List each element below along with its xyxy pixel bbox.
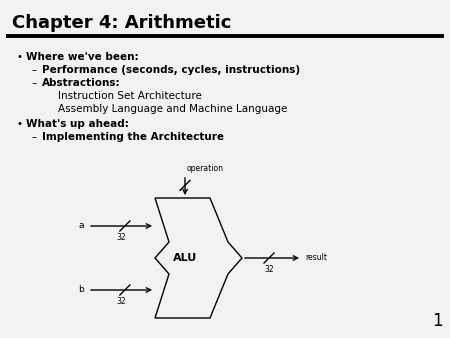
Text: b: b	[78, 286, 84, 294]
Text: •: •	[16, 52, 22, 62]
Text: 1: 1	[432, 312, 443, 330]
Text: Assembly Language and Machine Language: Assembly Language and Machine Language	[58, 104, 288, 114]
Text: –: –	[32, 78, 37, 88]
Text: Implementing the Architecture: Implementing the Architecture	[42, 132, 224, 142]
Text: Performance (seconds, cycles, instructions): Performance (seconds, cycles, instructio…	[42, 65, 300, 75]
Text: a: a	[78, 221, 84, 231]
Text: Where we've been:: Where we've been:	[26, 52, 139, 62]
Text: Abstractions:: Abstractions:	[42, 78, 121, 88]
Text: Instruction Set Architecture: Instruction Set Architecture	[58, 91, 202, 101]
Text: 32: 32	[116, 297, 126, 306]
Text: result: result	[305, 254, 327, 263]
Text: –: –	[32, 65, 37, 75]
Text: Chapter 4: Arithmetic: Chapter 4: Arithmetic	[12, 14, 231, 32]
Text: What's up ahead:: What's up ahead:	[26, 119, 129, 129]
Text: operation: operation	[187, 164, 224, 173]
Text: 32: 32	[264, 265, 274, 274]
Text: •: •	[16, 119, 22, 129]
Text: 32: 32	[116, 233, 126, 242]
Text: ALU: ALU	[173, 253, 197, 263]
Text: –: –	[32, 132, 37, 142]
